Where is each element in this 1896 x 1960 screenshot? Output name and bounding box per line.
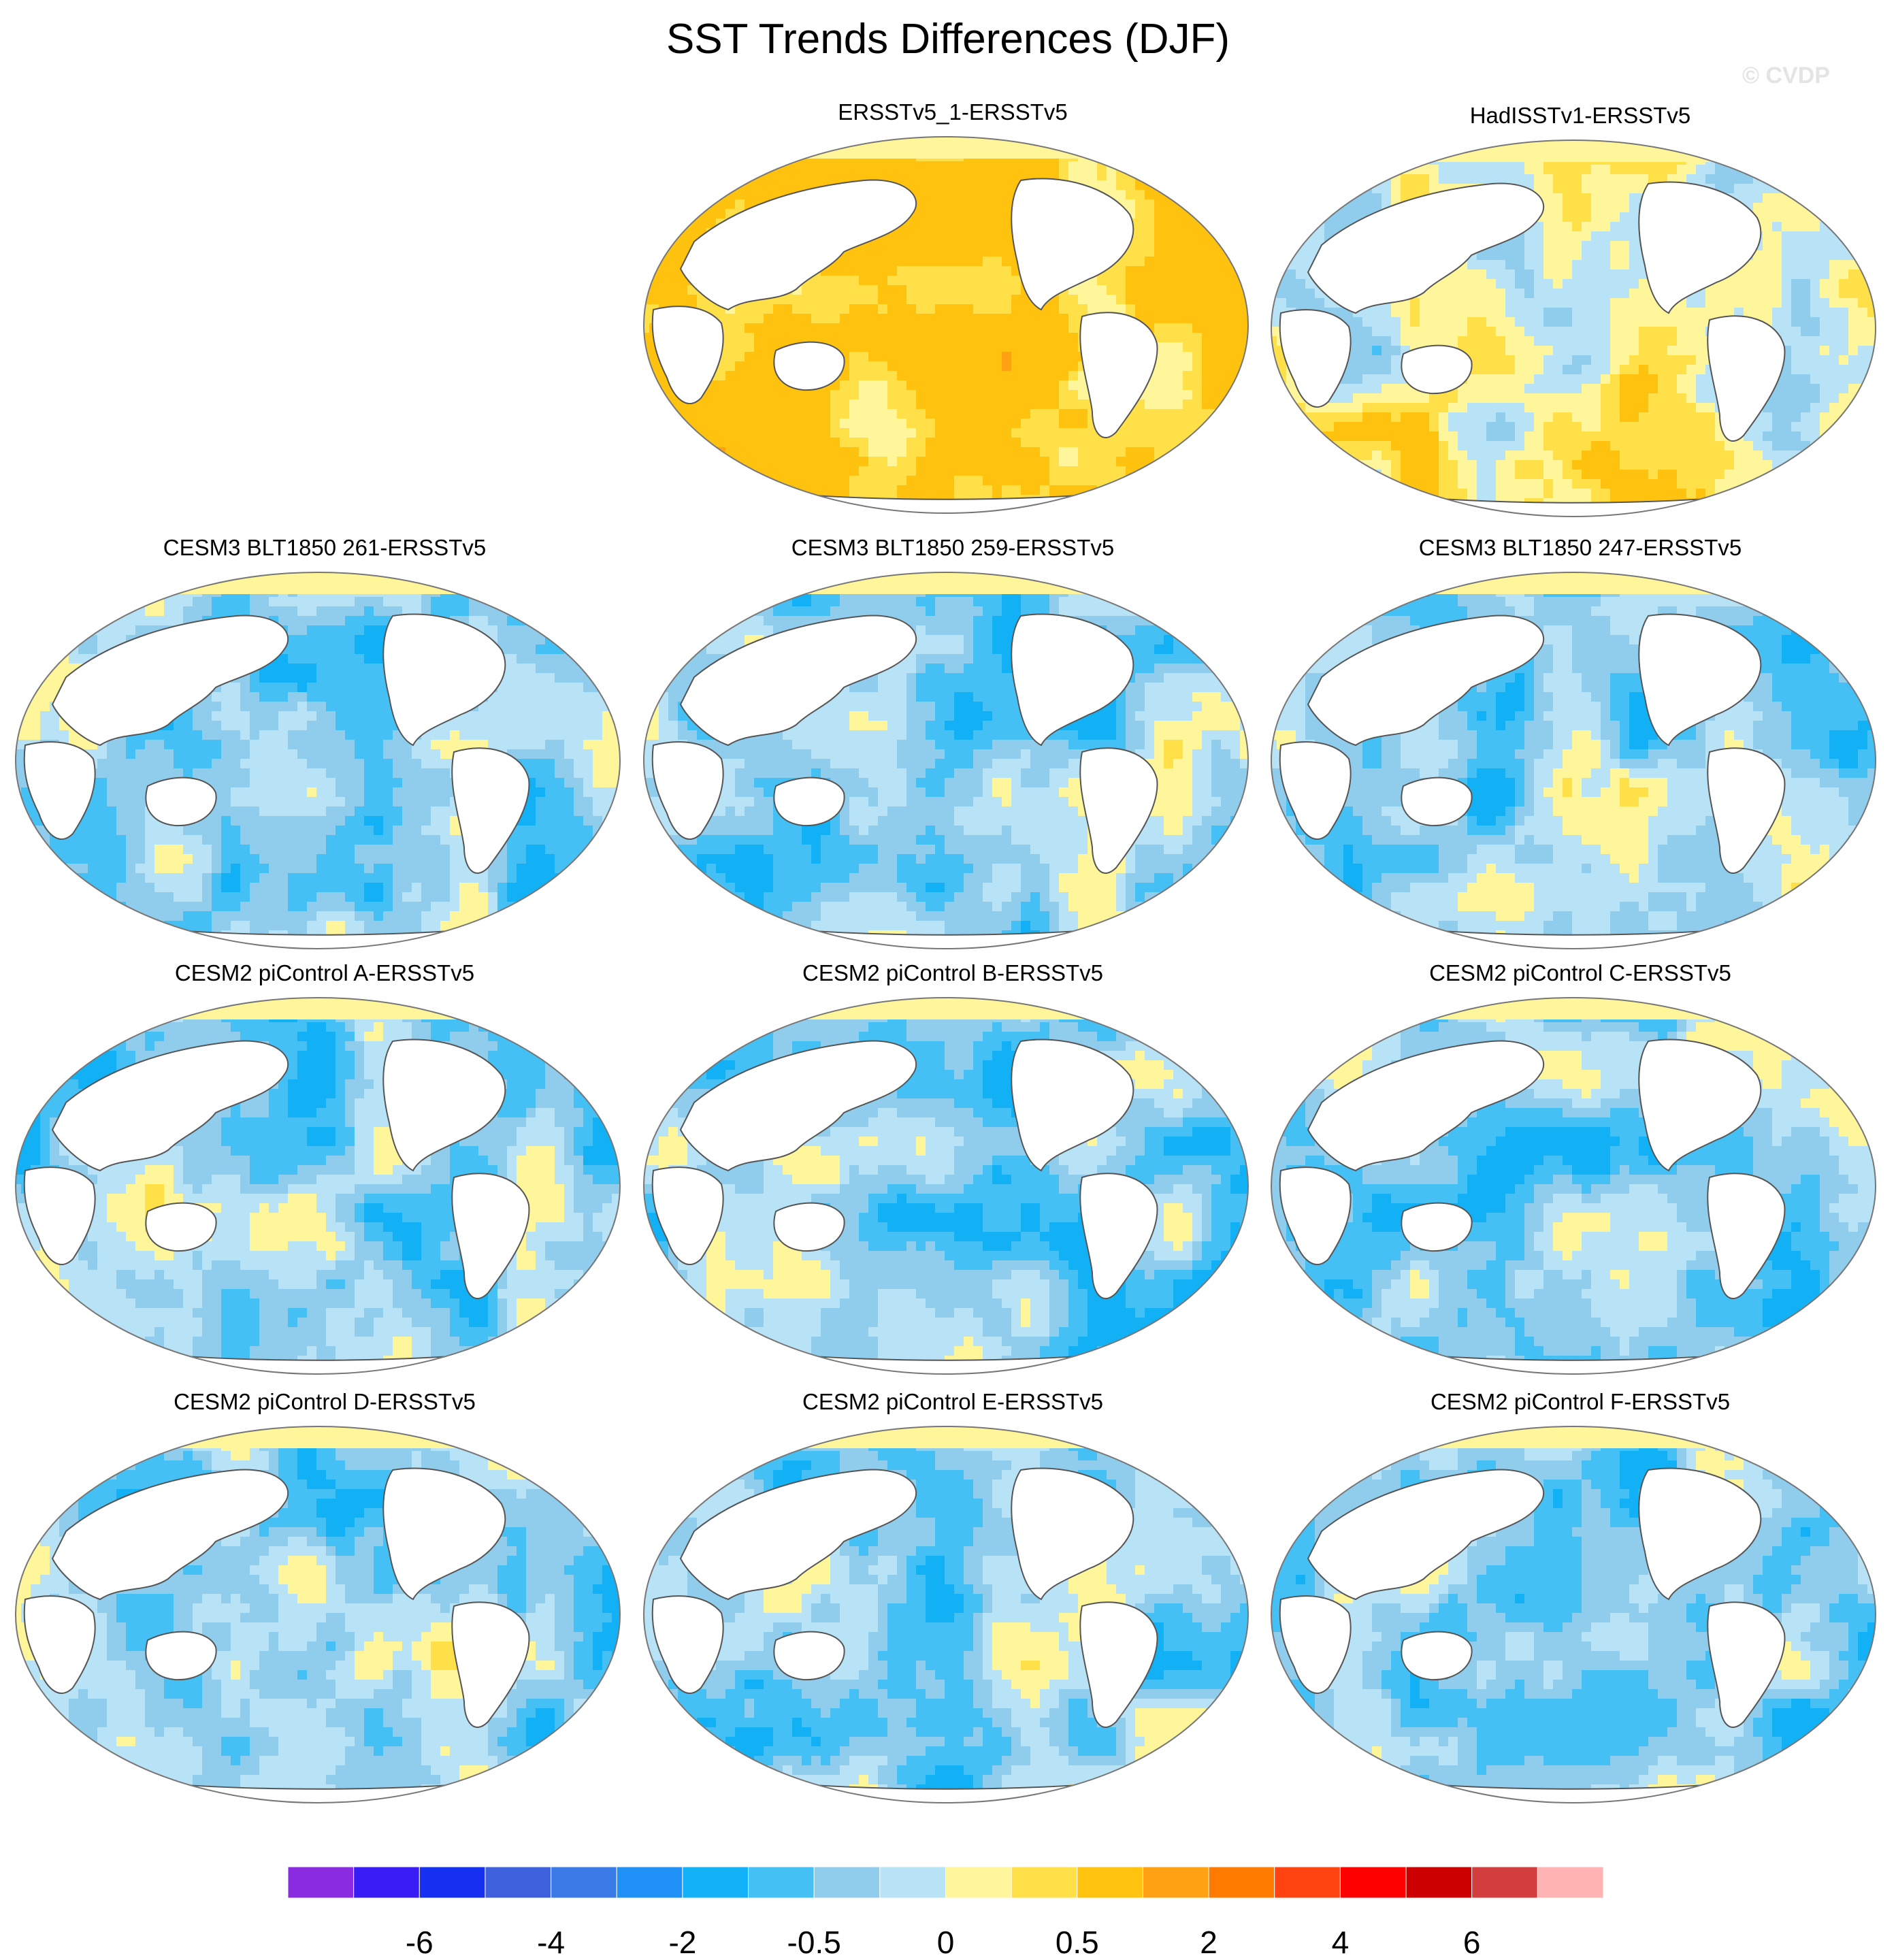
panel-title: CESM2 piControl C-ERSSTv5	[1267, 960, 1893, 987]
colorbar-tick-label: 0.5	[1036, 1926, 1118, 1959]
panel-title: ERSSTv5_1-ERSSTv5	[640, 99, 1266, 126]
colorbar-tick-label: -2	[642, 1926, 723, 1959]
map-panel: CESM2 piControl C-ERSSTv5	[1267, 960, 1893, 1382]
map-panel: CESM3 BLT1850 261-ERSSTv5	[12, 534, 638, 956]
colorbar-swatch	[354, 1867, 420, 1898]
colorbar-swatch	[1472, 1867, 1538, 1898]
sst-field	[12, 1422, 624, 1807]
panel-title: CESM2 piControl B-ERSSTv5	[640, 960, 1266, 987]
figure-title: SST Trends Differences (DJF)	[0, 15, 1896, 64]
colorbar-swatch	[617, 1867, 683, 1898]
colorbar-tick-label: -0.5	[773, 1926, 855, 1959]
colorbar-tick-label: 6	[1431, 1926, 1513, 1959]
sst-field	[640, 994, 1252, 1378]
map-projection	[640, 568, 1252, 953]
panel-title: CESM2 piControl E-ERSSTv5	[640, 1388, 1266, 1416]
panel-title: CESM2 piControl D-ERSSTv5	[12, 1388, 638, 1416]
colorbar-swatch	[1143, 1867, 1209, 1898]
colorbar-swatch	[1077, 1867, 1143, 1898]
colorbar-swatch	[749, 1867, 815, 1898]
panel-title: CESM2 piControl A-ERSSTv5	[12, 960, 638, 987]
colorbar-swatch	[551, 1867, 617, 1898]
panel-title: HadISSTv1-ERSSTv5	[1267, 102, 1893, 129]
sst-field	[1267, 136, 1880, 521]
map-projection	[640, 994, 1252, 1378]
sst-field	[1267, 568, 1880, 953]
sst-field	[1267, 1422, 1880, 1807]
map-panel: CESM2 piControl F-ERSSTv5	[1267, 1388, 1893, 1810]
map-panel: CESM2 piControl D-ERSSTv5	[12, 1388, 638, 1810]
map-projection	[12, 568, 624, 953]
colorbar-swatch	[1340, 1867, 1406, 1898]
map-panel: CESM2 piControl B-ERSSTv5	[640, 960, 1266, 1382]
colorbar-tick-label: 0	[905, 1926, 987, 1959]
panel-title: CESM3 BLT1850 247-ERSSTv5	[1267, 534, 1893, 561]
colorbar-swatch	[683, 1867, 749, 1898]
map-panel: CESM3 BLT1850 247-ERSSTv5	[1267, 534, 1893, 956]
colorbar-swatch	[946, 1867, 1012, 1898]
colorbar-swatch	[1275, 1867, 1341, 1898]
colorbar-swatch	[288, 1867, 354, 1898]
sst-field	[640, 133, 1252, 517]
sst-field	[640, 568, 1252, 953]
panel-title: CESM3 BLT1850 261-ERSSTv5	[12, 534, 638, 561]
colorbar-swatch	[419, 1867, 485, 1898]
colorbar-tick-label: -6	[378, 1926, 460, 1959]
cvdp-watermark: © CVDP	[1742, 63, 1830, 89]
map-panel: CESM2 piControl E-ERSSTv5	[640, 1388, 1266, 1810]
map-panel: CESM3 BLT1850 259-ERSSTv5	[640, 534, 1266, 956]
map-projection	[640, 133, 1252, 517]
panel-title: CESM3 BLT1850 259-ERSSTv5	[640, 534, 1266, 561]
map-projection	[1267, 994, 1880, 1378]
sst-field	[12, 994, 624, 1378]
colorbar-swatch	[1011, 1867, 1077, 1898]
map-projection	[1267, 136, 1880, 521]
map-projection	[12, 994, 624, 1378]
colorbar-swatch	[485, 1867, 551, 1898]
colorbar-tick-label: -4	[510, 1926, 592, 1959]
colorbar-swatch	[1537, 1867, 1603, 1898]
map-panel: ERSSTv5_1-ERSSTv5	[640, 99, 1266, 521]
panel-title: CESM2 piControl F-ERSSTv5	[1267, 1388, 1893, 1416]
colorbar-swatch	[880, 1867, 946, 1898]
colorbar-swatch	[814, 1867, 880, 1898]
colorbar-swatch	[1209, 1867, 1275, 1898]
sst-field	[12, 568, 624, 953]
map-projection	[1267, 1422, 1880, 1807]
colorbar-tick-label: 2	[1168, 1926, 1249, 1959]
colorbar-swatch	[1406, 1867, 1472, 1898]
map-projection	[12, 1422, 624, 1807]
map-projection	[1267, 568, 1880, 953]
colorbar-tick-label: 4	[1299, 1926, 1381, 1959]
map-panel: CESM2 piControl A-ERSSTv5	[12, 960, 638, 1382]
map-projection	[640, 1422, 1252, 1807]
map-panel: HadISSTv1-ERSSTv5	[1267, 102, 1893, 524]
sst-field	[1267, 994, 1880, 1378]
sst-field	[640, 1422, 1252, 1807]
